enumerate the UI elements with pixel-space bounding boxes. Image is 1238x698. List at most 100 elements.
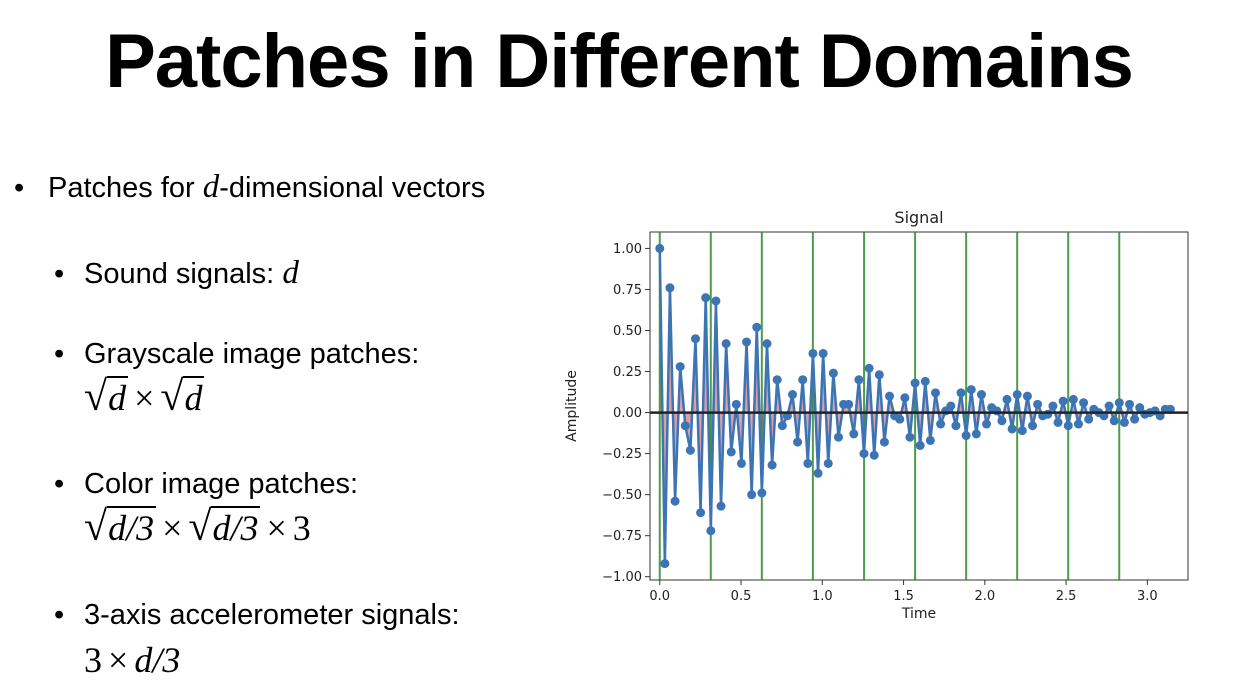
signal-point <box>900 393 910 403</box>
sub-bullet-label: 3-axis accelerometer signals: <box>84 599 460 631</box>
signal-point <box>660 559 670 569</box>
signal-point <box>1125 399 1135 409</box>
x-tick-label: 3.0 <box>1137 589 1158 604</box>
signal-point <box>762 339 772 349</box>
signal-point <box>910 378 920 388</box>
signal-point <box>1017 426 1027 436</box>
x-axis-label: Time <box>901 606 936 622</box>
signal-point <box>716 501 726 511</box>
x-tick-label: 0.5 <box>731 589 752 604</box>
sqrt-symbol: √d <box>84 374 129 420</box>
math-term: 3 <box>84 640 102 680</box>
sub-bullet-label: Grayscale image patches: <box>84 338 420 370</box>
signal-point <box>869 450 879 460</box>
signal-point <box>696 508 706 518</box>
bullet-dot: • <box>14 172 25 204</box>
signal-point <box>874 370 884 380</box>
signal-point <box>1002 394 1012 404</box>
signal-point <box>849 429 859 439</box>
y-tick-label: −0.50 <box>602 488 642 503</box>
signal-point <box>828 368 838 378</box>
signal-chart: 0.0 0.5 1.0 1.5 2.0 2.5 3.0 −1.00 −0.75 −0.50 −0.2… <box>564 208 1189 622</box>
signal-point <box>742 337 752 347</box>
bullet-main-suffix: -dimensional vectors <box>219 172 486 204</box>
signal-point <box>685 445 695 455</box>
math-var-d: d <box>202 169 220 205</box>
math-color: √d/3 × √d/3 × 3 <box>84 504 311 550</box>
math-term: d/3 <box>212 508 259 548</box>
signal-point <box>951 421 961 431</box>
bullet-main-prefix: Patches for <box>48 172 203 204</box>
signal-point <box>1048 401 1058 411</box>
bullet-main: • Patches for d-dimensional vectors <box>14 170 485 205</box>
math-times: × <box>134 378 155 418</box>
signal-point <box>864 363 874 373</box>
signal-point <box>946 401 956 411</box>
signal-point <box>675 362 685 372</box>
signal-point <box>803 458 813 468</box>
signal-point <box>808 348 818 358</box>
signal-point <box>1022 391 1032 401</box>
signal-point <box>818 348 828 358</box>
signal-point <box>854 375 864 385</box>
signal-point <box>1119 417 1129 427</box>
signal-point <box>885 391 895 401</box>
signal-point <box>757 488 767 498</box>
signal-point <box>1058 396 1068 406</box>
signal-point <box>752 322 762 332</box>
sub-bullet-accelerometer: • 3-axis accelerometer signals: <box>54 598 460 632</box>
y-tick-label: 0.75 <box>613 283 642 298</box>
x-tick-label: 2.5 <box>1056 589 1077 604</box>
signal-point <box>772 375 782 385</box>
signal-point <box>833 432 843 442</box>
signal-point <box>1130 414 1140 424</box>
signal-point <box>793 437 803 447</box>
signal-point <box>680 421 690 431</box>
math-times: × <box>266 508 287 548</box>
signal-point <box>711 296 721 306</box>
signal-point <box>1079 398 1089 408</box>
signal-point <box>1114 398 1124 408</box>
y-tick-label: 1.00 <box>613 242 642 257</box>
math-grayscale: √d × √d <box>84 374 205 420</box>
bullet-dot: • <box>54 338 65 370</box>
signal-point <box>1053 417 1063 427</box>
signal-point <box>925 435 935 445</box>
signal-point <box>920 376 930 386</box>
signal-point <box>930 388 940 398</box>
signal-point <box>1028 421 1038 431</box>
sqrt-symbol: √d/3 <box>84 504 157 550</box>
x-tick-label: 1.0 <box>812 589 833 604</box>
signal-point <box>1012 390 1022 400</box>
x-tick-label: 1.5 <box>893 589 914 604</box>
y-tick-label: 0.00 <box>613 406 642 421</box>
bullet-dot: • <box>54 468 65 500</box>
math-term: 3 <box>292 508 311 548</box>
bullet-dot: • <box>54 258 65 290</box>
sqrt-symbol: √d/3 <box>188 504 261 550</box>
slide-title: Patches in Different Domains <box>105 19 1134 104</box>
y-tick-label: −0.25 <box>602 447 642 462</box>
signal-point <box>1043 409 1053 419</box>
signal-point <box>915 440 925 450</box>
y-axis-label: Amplitude <box>564 370 580 442</box>
signal-point <box>823 458 833 468</box>
signal-point <box>1135 403 1145 413</box>
signal-point <box>844 399 854 409</box>
math-term: d <box>108 378 127 418</box>
signal-point <box>665 283 675 293</box>
signal-point <box>961 431 971 441</box>
sub-bullet-sound: • Sound signals: d <box>54 256 299 291</box>
signal-point <box>976 390 986 400</box>
sub-bullet-label: Color image patches: <box>84 468 359 500</box>
signal-point <box>670 496 680 506</box>
x-tick-label: 0.0 <box>649 589 670 604</box>
signal-point <box>1007 424 1017 434</box>
signal-point <box>982 419 992 429</box>
signal-point <box>1109 416 1119 426</box>
signal-point <box>777 421 787 431</box>
x-tick-label: 2.0 <box>974 589 995 604</box>
signal-point <box>731 399 741 409</box>
signal-point <box>726 447 736 457</box>
sqrt-symbol: √d <box>160 374 205 420</box>
